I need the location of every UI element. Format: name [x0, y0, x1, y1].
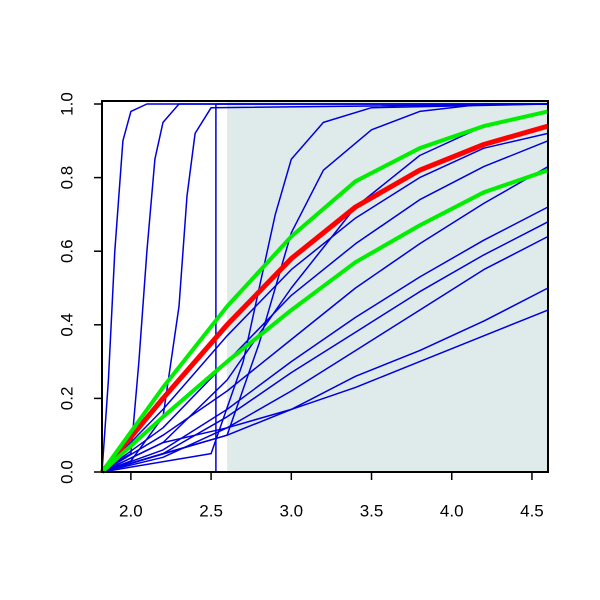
data-line — [101, 309, 549, 473]
data-line — [100, 168, 549, 474]
x-tick-label: 2.0 — [119, 501, 143, 520]
y-tick-label: 0.0 — [57, 460, 76, 484]
data-line — [101, 103, 549, 473]
x-tick-label: 2.5 — [199, 501, 223, 520]
data-line — [101, 140, 549, 473]
y-tick-label: 0.8 — [57, 166, 76, 190]
y-tick-label: 0.6 — [57, 239, 76, 263]
data-line — [101, 103, 548, 473]
data-line — [101, 165, 549, 473]
data-line — [101, 221, 549, 473]
data-line — [100, 109, 549, 474]
data-line — [101, 206, 549, 473]
plot-frame — [101, 100, 549, 473]
data-line — [101, 103, 548, 473]
data-line — [100, 123, 549, 474]
x-tick-label: 4.0 — [440, 501, 464, 520]
data-line — [101, 132, 549, 473]
x-tick-label: 3.5 — [360, 501, 384, 520]
data-line — [101, 287, 549, 473]
x-tick-label: 4.5 — [520, 501, 544, 520]
y-tick-label: 0.2 — [57, 387, 76, 411]
data-line — [101, 103, 549, 473]
y-tick-label: 0.4 — [57, 313, 76, 337]
data-line — [101, 235, 549, 473]
y-tick-label: 1.0 — [57, 92, 76, 116]
x-tick-label: 3.0 — [279, 501, 303, 520]
